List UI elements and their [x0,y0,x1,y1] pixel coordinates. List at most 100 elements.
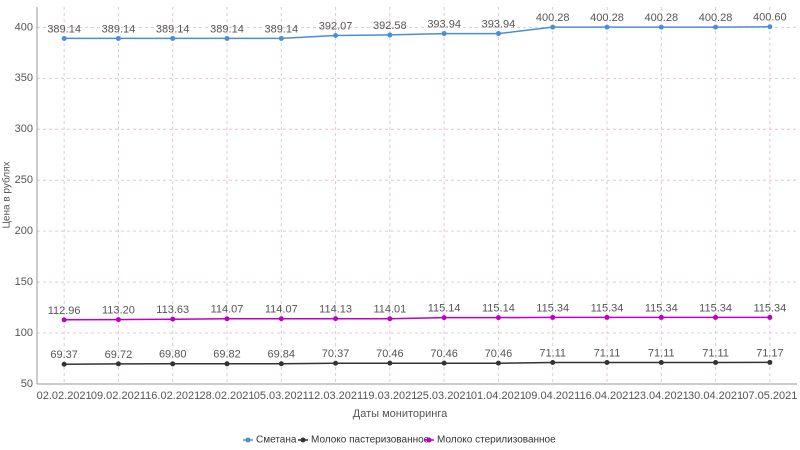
data-label: 389.14 [156,23,190,35]
data-label: 400.28 [590,12,624,24]
series-line [64,316,770,321]
data-label: 115.14 [428,303,461,315]
data-point [115,361,121,367]
data-point [441,315,447,321]
series-line [64,361,770,366]
data-point [61,317,67,323]
data-point [115,35,121,41]
data-point [441,31,447,37]
data-point [658,24,664,30]
data-point [170,316,176,322]
data-point [713,359,719,365]
y-tick-label: 400 [15,21,33,33]
data-label: 389.14 [102,23,136,35]
legend-label: Молоко пастеризованное [311,435,430,446]
data-label: 71.11 [648,347,675,359]
data-point [713,314,719,320]
y-tick-label: 150 [15,276,33,288]
data-label: 70.37 [322,348,350,360]
data-point [495,315,501,321]
data-point [495,31,501,37]
x-tick-label: 09.04.2021 [525,390,580,402]
data-point [224,35,230,41]
y-tick-label: 100 [15,327,33,339]
data-point [387,316,393,322]
data-point [550,24,556,30]
x-tick-label: 05.03.2021 [254,390,309,402]
data-label: 112.96 [48,305,81,317]
x-tick-label: 25.03.2021 [417,390,472,402]
legend-item[interactable]: Молоко пастеризованное [298,435,430,446]
data-point [278,361,284,367]
data-label: 71.11 [702,347,729,359]
x-tick-label: 01.04.2021 [471,390,526,402]
x-axis-title: Даты мониторинга [353,408,448,420]
y-axis-title: Цена в рублях [1,161,13,228]
data-point [61,361,67,367]
data-label: 400.60 [753,12,787,24]
x-tick-label: 23.04.2021 [634,390,689,402]
data-label: 71.11 [539,347,566,359]
data-label: 389.14 [264,23,298,35]
data-label: 114.07 [265,304,298,316]
legend-label: Сметана [256,435,297,446]
data-point [604,314,610,320]
data-label: 115.34 [591,302,624,314]
data-label: 69.82 [213,349,241,361]
data-point [767,359,773,365]
data-label: 114.13 [319,304,352,316]
data-point [278,35,284,41]
data-label: 114.07 [211,304,244,316]
x-tick-label: 02.02.2021 [37,390,92,402]
data-point [387,360,393,366]
y-tick-label: 200 [15,225,33,237]
data-label: 400.28 [536,12,570,24]
data-point [170,361,176,367]
data-label: 115.34 [536,302,569,314]
data-label: 393.94 [427,18,461,30]
data-label: 71.17 [756,347,784,359]
data-label: 70.46 [430,348,458,360]
data-label: 115.34 [699,302,732,314]
legend-item[interactable]: Сметана [243,435,297,446]
x-tick-label: 07.05.2021 [742,390,797,402]
data-point [550,314,556,320]
data-label: 392.58 [373,20,407,32]
data-point [387,32,393,38]
legend-symbol [300,437,306,443]
data-label: 115.34 [753,302,786,314]
x-tick-label: 16.02.2021 [145,390,200,402]
x-tick-label: 30.04.2021 [688,390,743,402]
x-tick-label: 28.02.2021 [199,390,254,402]
data-label: 69.84 [268,349,296,361]
series-line [64,26,770,40]
data-point [115,317,121,323]
data-label: 69.72 [105,349,133,361]
data-point [333,360,339,366]
data-point [495,360,501,366]
y-tick-label: 250 [15,174,33,186]
data-point [550,359,556,365]
legend-item[interactable]: Молоко стерилизованное [424,435,556,446]
y-tick-label: 350 [15,72,33,84]
data-label: 400.28 [699,12,733,24]
data-point [713,24,719,30]
data-point [333,32,339,38]
data-point [441,360,447,366]
y-tick-label: 300 [15,123,33,135]
legend-symbol [245,437,251,443]
data-label: 70.46 [485,348,513,360]
data-label: 393.94 [482,18,516,30]
legend-symbol [426,437,432,443]
x-tick-label: 16.04.2021 [579,390,634,402]
data-label: 389.14 [210,23,244,35]
legend-label: Молоко стерилизованное [437,435,556,446]
data-label: 71.11 [594,347,621,359]
data-label: 70.46 [376,348,404,360]
data-point [333,316,339,322]
data-label: 69.80 [159,349,187,361]
y-tick-label: 50 [21,378,33,390]
x-tick-label: 19.03.2021 [362,390,417,402]
data-point [767,24,773,30]
